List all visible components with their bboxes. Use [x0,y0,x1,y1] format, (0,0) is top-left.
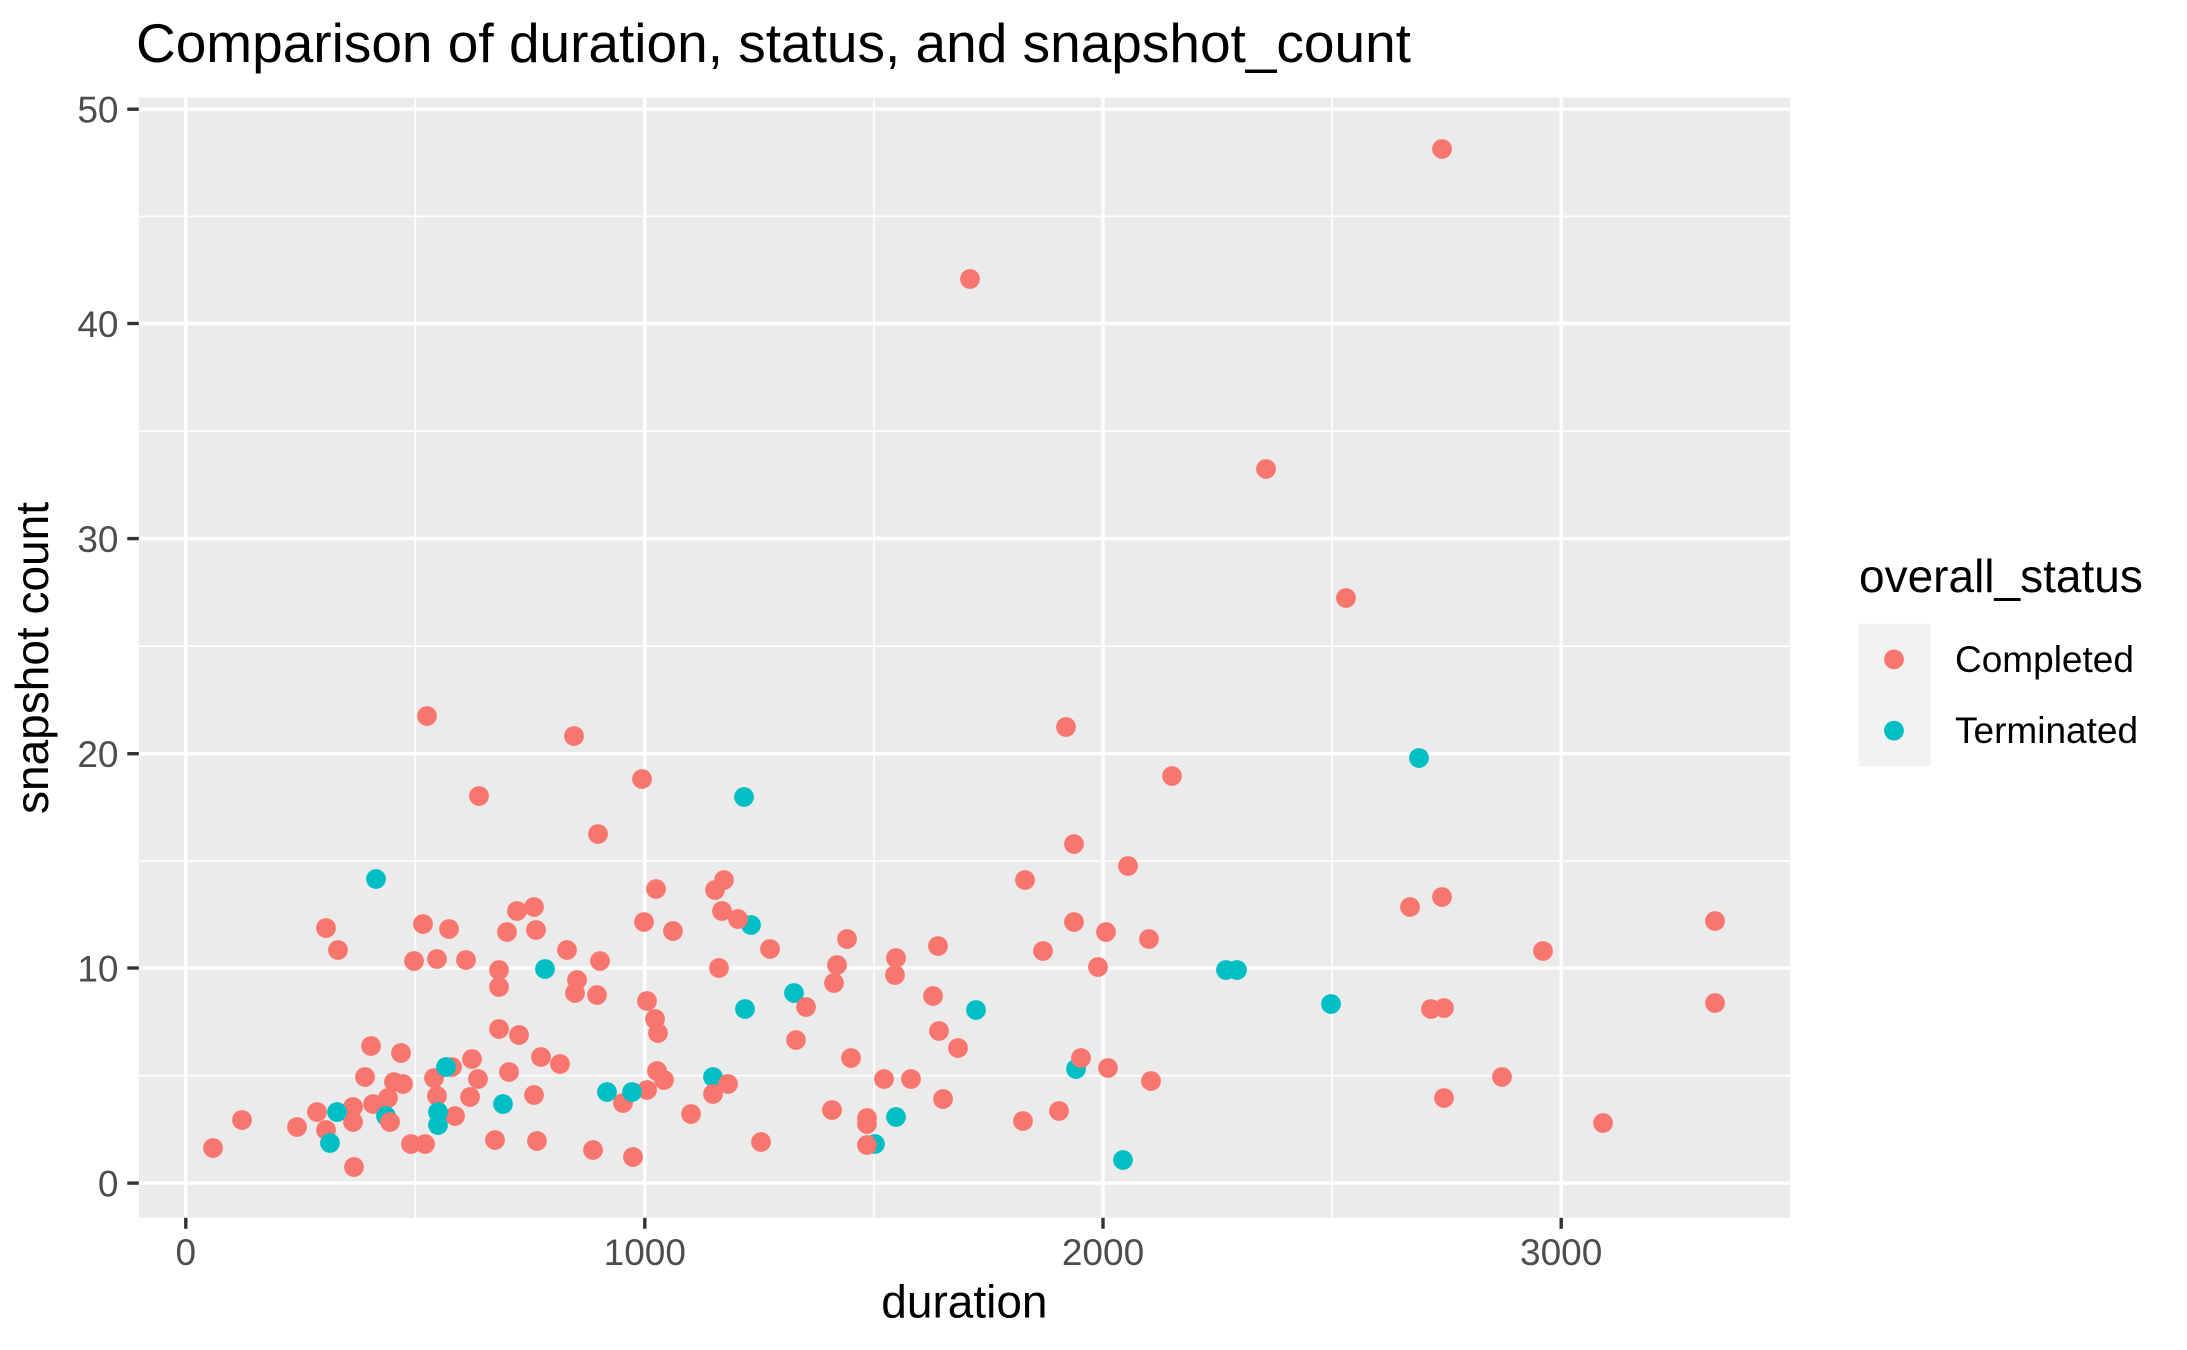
svg-text:0: 0 [98,1164,119,1205]
svg-text:10: 10 [77,949,118,990]
svg-text:2000: 2000 [1062,1232,1144,1273]
svg-text:duration: duration [881,1276,1047,1328]
svg-text:20: 20 [77,734,118,775]
svg-text:30: 30 [77,519,118,560]
svg-text:1000: 1000 [604,1232,686,1273]
svg-text:snapshot count: snapshot count [6,502,58,814]
svg-text:50: 50 [77,90,118,131]
svg-text:Completed: Completed [1955,639,2134,680]
svg-text:Terminated: Terminated [1955,710,2138,751]
svg-text:3000: 3000 [1520,1232,1602,1273]
svg-text:Comparison of duration, status: Comparison of duration, status, and snap… [136,12,1411,74]
svg-text:0: 0 [176,1232,197,1273]
svg-text:overall_status: overall_status [1859,550,2143,602]
svg-text:40: 40 [77,304,118,345]
